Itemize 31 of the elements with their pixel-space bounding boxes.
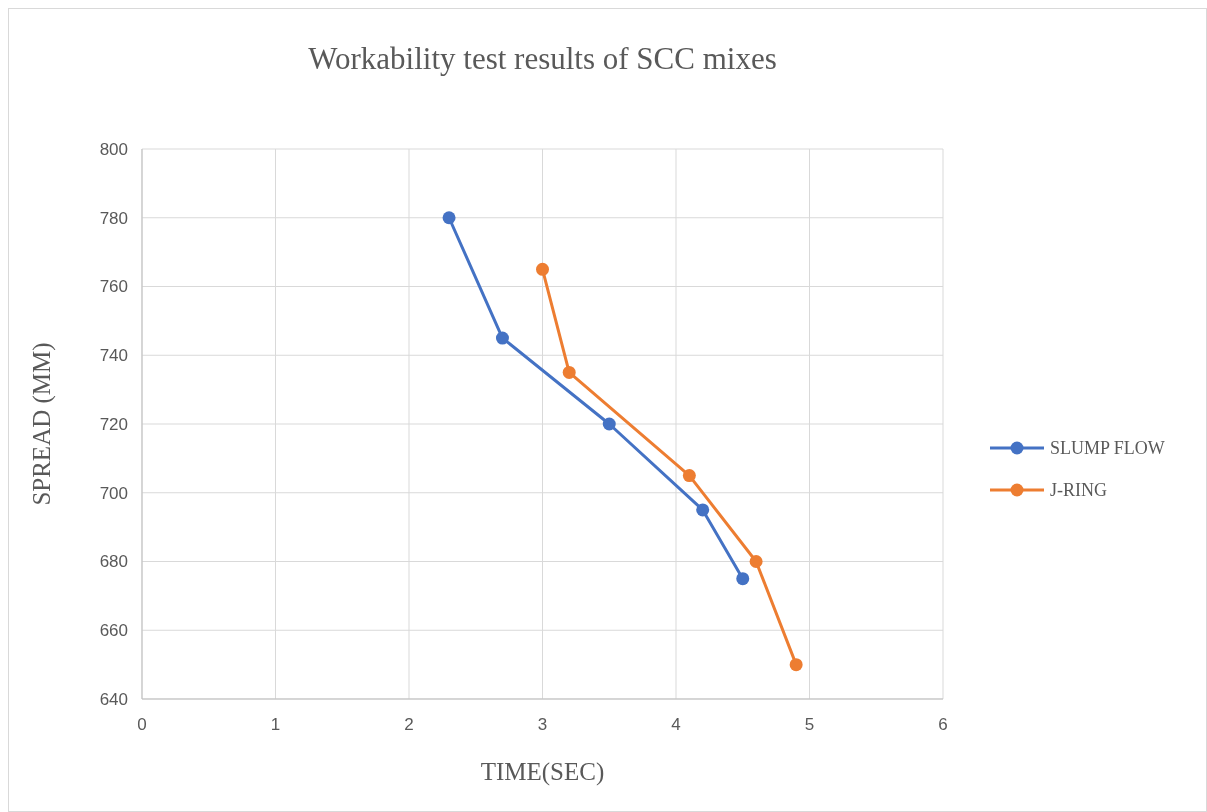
point xyxy=(495,331,509,345)
y-tick-label: 660 xyxy=(99,621,128,641)
x-axis-title: TIME(SEC) xyxy=(480,758,605,786)
point xyxy=(696,503,710,517)
point xyxy=(442,211,456,225)
y-tick-label: 760 xyxy=(99,277,128,297)
y-tick-label: 800 xyxy=(99,139,128,159)
x-tick-label: 4 xyxy=(671,715,681,734)
y-tick-label: 780 xyxy=(99,208,128,228)
point xyxy=(682,469,696,483)
y-tick-label: 720 xyxy=(99,414,128,434)
y-tick-label: 740 xyxy=(99,346,128,366)
point xyxy=(562,365,576,379)
x-tick-label: 2 xyxy=(404,715,414,734)
point xyxy=(749,555,763,568)
y-tick-label: 680 xyxy=(99,552,128,572)
y-tick-label: 700 xyxy=(99,483,128,503)
legend-label: SLUMP FLOW xyxy=(1050,438,1165,459)
x-tick-label: 5 xyxy=(804,715,815,734)
y-axis-title: SPREAD (MM) xyxy=(28,342,56,506)
x-tick-label: 1 xyxy=(270,715,281,734)
point xyxy=(736,572,750,586)
x-tick-label: 3 xyxy=(537,715,548,734)
point xyxy=(602,417,616,431)
point xyxy=(789,658,803,672)
y-tick-label: 640 xyxy=(99,689,128,709)
x-tick-label: 6 xyxy=(938,715,948,734)
legend-label: J-RING xyxy=(1050,480,1107,501)
chart-title: Workability test results of SCC mixes xyxy=(308,41,777,76)
x-tick-label: 0 xyxy=(137,715,147,734)
point xyxy=(536,262,549,276)
